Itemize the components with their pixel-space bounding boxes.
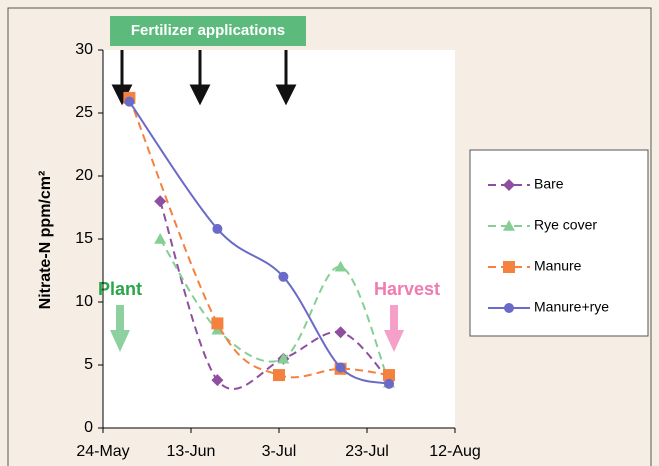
y-axis-label: Nitrate-N ppm/cm²	[37, 171, 54, 310]
harvest-arrow	[384, 305, 404, 352]
x-tick-label: 23-Jul	[345, 443, 389, 460]
series-line	[159, 238, 390, 384]
marker	[384, 378, 394, 389]
series-line	[159, 200, 390, 390]
y-tick-label: 30	[75, 41, 93, 58]
series-line	[128, 101, 390, 385]
marker	[278, 271, 289, 282]
annotation: Harvest	[374, 279, 440, 299]
legend	[469, 149, 649, 337]
marker	[504, 303, 514, 313]
annotation: Plant	[98, 279, 142, 299]
y-tick-label: 25	[75, 104, 93, 121]
legend-label: Manure+rye	[534, 299, 609, 315]
marker	[211, 374, 224, 387]
x-tick-label: 13-Jun	[167, 443, 216, 460]
legend-label: Manure	[534, 258, 582, 274]
legend-label: Rye cover	[534, 217, 597, 233]
marker	[383, 369, 395, 382]
y-tick-label: 10	[75, 293, 93, 310]
marker	[503, 261, 515, 273]
annotation-box	[110, 16, 306, 46]
annotation: Fertilizer applications	[131, 22, 285, 39]
marker	[334, 260, 347, 272]
marker	[503, 179, 515, 191]
marker	[334, 326, 347, 339]
y-tick-label: 15	[75, 230, 93, 247]
marker	[124, 96, 135, 107]
marker	[211, 317, 224, 330]
y-tick-label: 5	[84, 356, 93, 373]
marker	[335, 362, 346, 373]
y-tick-label: 20	[75, 167, 93, 184]
marker	[503, 220, 515, 231]
marker	[277, 352, 290, 364]
y-tick-label: 0	[84, 419, 93, 436]
x-tick-label: 3-Jul	[262, 443, 297, 460]
legend-label: Bare	[534, 176, 564, 192]
plant-arrow	[110, 305, 130, 352]
marker	[273, 369, 285, 382]
x-tick-label: 12-Aug	[429, 443, 481, 460]
marker	[154, 233, 167, 244]
x-tick-label: 24-May	[76, 443, 129, 460]
marker	[154, 195, 167, 208]
marker	[212, 223, 223, 234]
